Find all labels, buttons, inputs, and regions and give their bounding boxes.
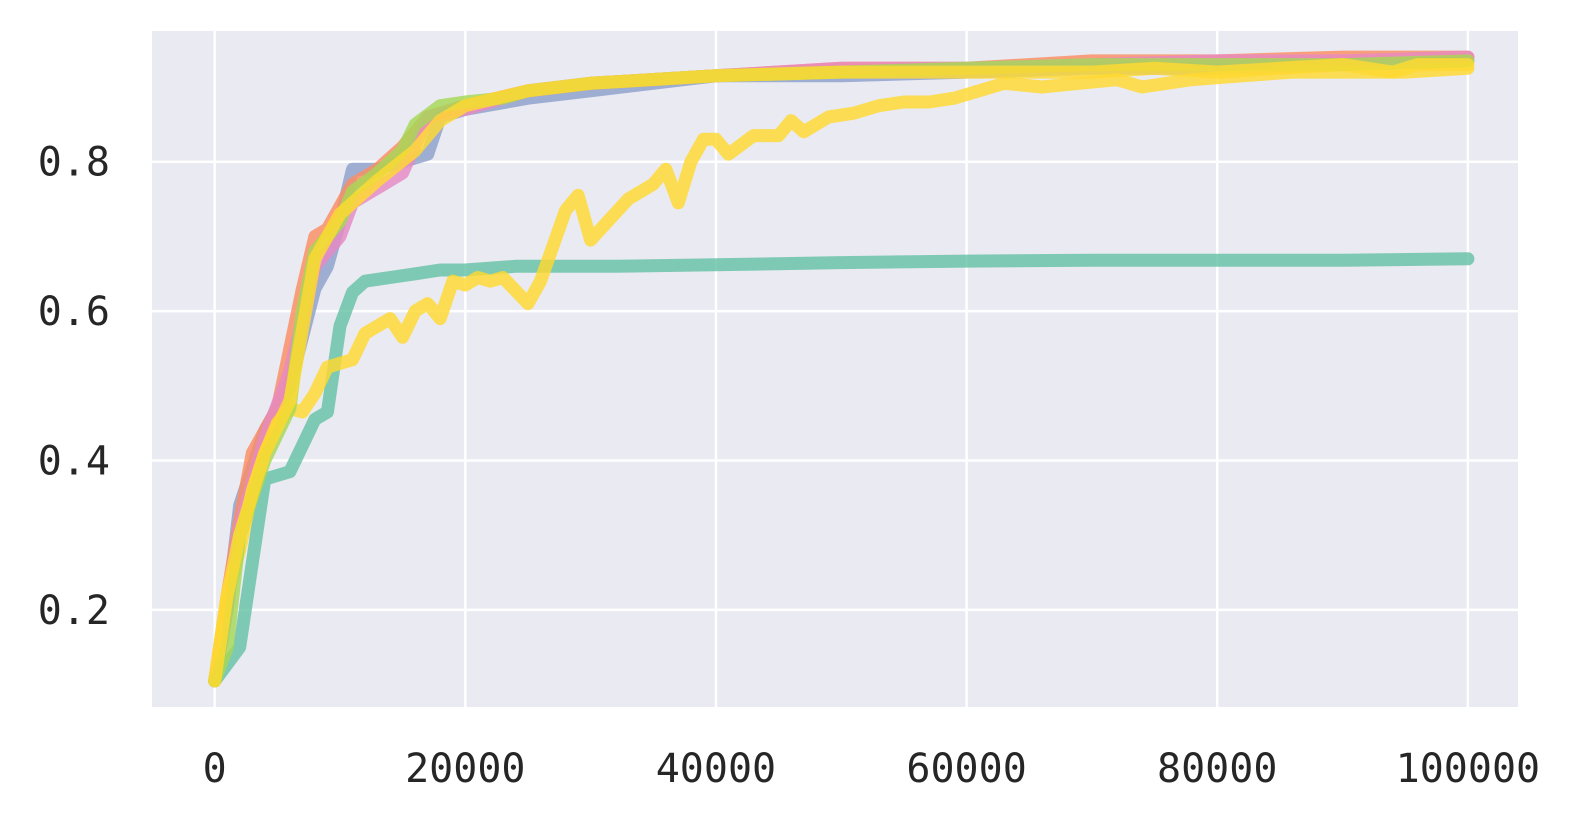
series-line-7 — [208, 58, 1475, 688]
y-tick-label: 0.2 — [38, 588, 110, 634]
y-tick-label: 0.8 — [38, 140, 110, 186]
series-line-4 — [208, 252, 1475, 688]
x-tick-label: 40000 — [656, 746, 776, 792]
y-tick-label: 0.4 — [38, 439, 110, 485]
x-axis-ticks: 0 20000 40000 60000 80000 100000 — [203, 746, 1541, 792]
y-tick-label: 0.6 — [38, 289, 110, 335]
plot-background — [152, 31, 1518, 707]
y-axis-ticks: 0.2 0.4 0.6 0.8 — [38, 140, 110, 634]
x-tick-label: 0 — [203, 746, 227, 792]
series-lines — [208, 50, 1475, 688]
x-tick-label: 80000 — [1157, 746, 1277, 792]
x-tick-label: 60000 — [906, 746, 1026, 792]
series-line-5 — [208, 61, 1475, 688]
x-tick-label: 100000 — [1396, 746, 1541, 792]
x-tick-label: 20000 — [405, 746, 525, 792]
